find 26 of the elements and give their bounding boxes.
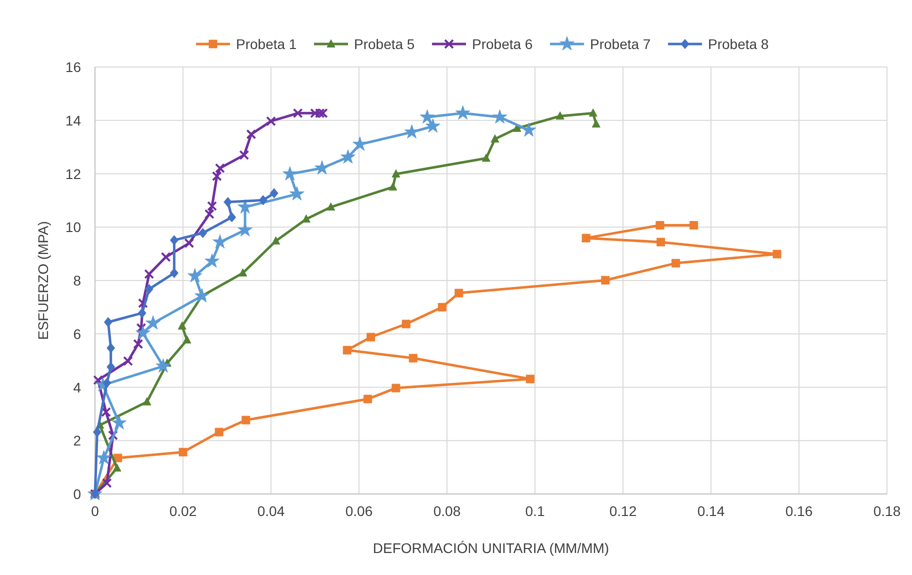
y-tick-label: 14	[65, 112, 82, 128]
y-tick-label: 10	[65, 219, 82, 236]
y-tick-label: 2	[73, 432, 82, 449]
x-tick-label: 0.04	[257, 503, 285, 519]
y-tick-label: 12	[65, 166, 82, 182]
x-tick-label: 0.18	[873, 503, 901, 519]
x-tick-label: 0.1	[525, 503, 545, 519]
y-tick-label: 8	[73, 272, 82, 288]
y-axis-title: ESFUERZO (MPA)	[35, 221, 51, 340]
legend-label: Probeta 7	[590, 36, 651, 52]
y-tick-label: 6	[73, 326, 82, 342]
legend-label: Probeta 8	[708, 36, 769, 52]
x-tick-label: 0.16	[785, 503, 813, 519]
y-tick-label: 0	[73, 486, 82, 502]
legend-label: Probeta 5	[354, 36, 415, 52]
x-tick-label: 0.02	[169, 503, 197, 519]
y-tick-label: 16	[65, 59, 82, 75]
x-tick-label: 0.14	[697, 503, 725, 519]
y-tick-label: 4	[73, 379, 82, 396]
x-tick-label: 0.06	[345, 503, 373, 519]
x-axis-title: DEFORMACIÓN UNITARIA (MM/MM)	[372, 540, 610, 556]
x-tick-label: 0.08	[433, 503, 461, 519]
legend-label: Probeta 1	[236, 36, 297, 52]
x-tick-label: 0.12	[609, 503, 637, 519]
legend-label: Probeta 6	[472, 36, 533, 52]
x-tick-label: 0	[91, 503, 100, 519]
